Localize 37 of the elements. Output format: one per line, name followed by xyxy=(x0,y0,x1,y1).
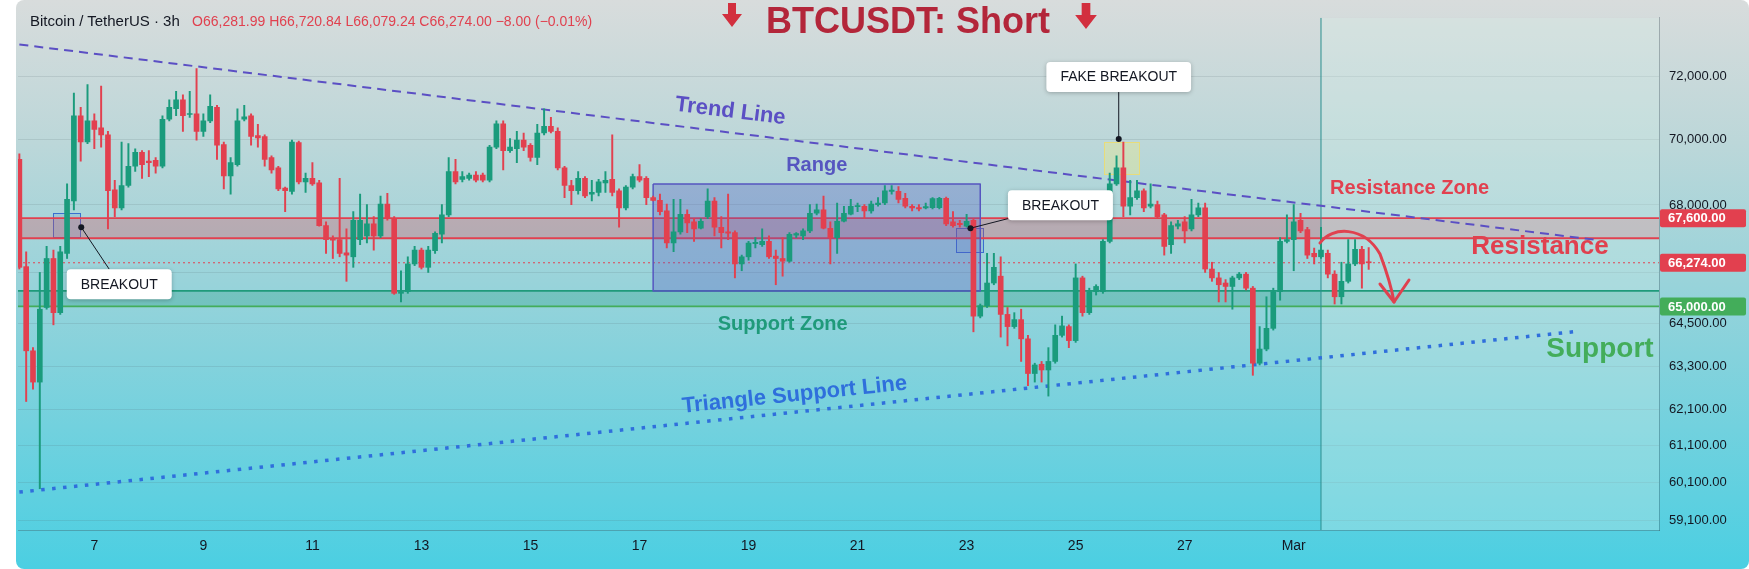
x-tick-label: 7 xyxy=(90,537,99,554)
annotation: O66,281.99 H66,720.84 L66,079.24 C66,274.00 −8.00 (−0.01%) xyxy=(192,12,593,29)
ref-line-label: 65,000.00 xyxy=(1668,298,1726,314)
y-tick-label: 63,300.00 xyxy=(1669,357,1727,373)
y-tick-label: 61,100.00 xyxy=(1669,437,1727,453)
text: Triangle Support Line xyxy=(680,369,909,418)
x-tick-label: 25 xyxy=(1067,537,1084,554)
x-tick-label: 9 xyxy=(199,537,208,554)
ref-line-label: 67,600.00 xyxy=(1668,210,1726,226)
annotation: BREAKOUT xyxy=(1021,196,1100,213)
x-tick-label: 11 xyxy=(305,537,320,554)
ref-line-label: 66,274.00 xyxy=(1668,254,1726,270)
y-tick-label: 72,000.00 xyxy=(1669,67,1727,83)
annotation: FAKE BREAKOUT xyxy=(1060,68,1178,85)
x-tick-label: 13 xyxy=(413,537,430,554)
x-tick-label: 23 xyxy=(958,537,975,554)
x-tick-label: 21 xyxy=(849,537,866,554)
band-label: Resistance Zone xyxy=(1330,175,1490,198)
y-tick-label: 60,100.00 xyxy=(1669,474,1727,490)
x-tick-label: 17 xyxy=(631,537,648,554)
y-tick-label: 64,500.00 xyxy=(1669,315,1727,331)
annotation: Support xyxy=(1546,332,1654,363)
x-tick-label: Mar xyxy=(1281,537,1307,554)
annotation: BREAKOUT xyxy=(80,275,159,292)
annotation: Resistance xyxy=(1471,230,1609,260)
x-tick-label: 15 xyxy=(522,537,539,554)
series-label: Range xyxy=(786,153,848,176)
annotation: Bitcoin / TetherUS · 3h xyxy=(30,12,180,30)
y-tick-label: 59,100.00 xyxy=(1669,512,1727,528)
x-tick-label: 19 xyxy=(740,537,757,554)
text: Trend Line xyxy=(673,90,788,130)
x-tick-label: 27 xyxy=(1176,537,1193,554)
chart-title: BTCUSDT: Short xyxy=(766,0,1050,41)
y-tick-label: 62,100.00 xyxy=(1669,400,1727,416)
y-tick-label: 70,000.00 xyxy=(1669,131,1727,147)
band-label: Support Zone xyxy=(717,311,848,334)
y-tick-label: 68,000.00 xyxy=(1669,196,1727,212)
